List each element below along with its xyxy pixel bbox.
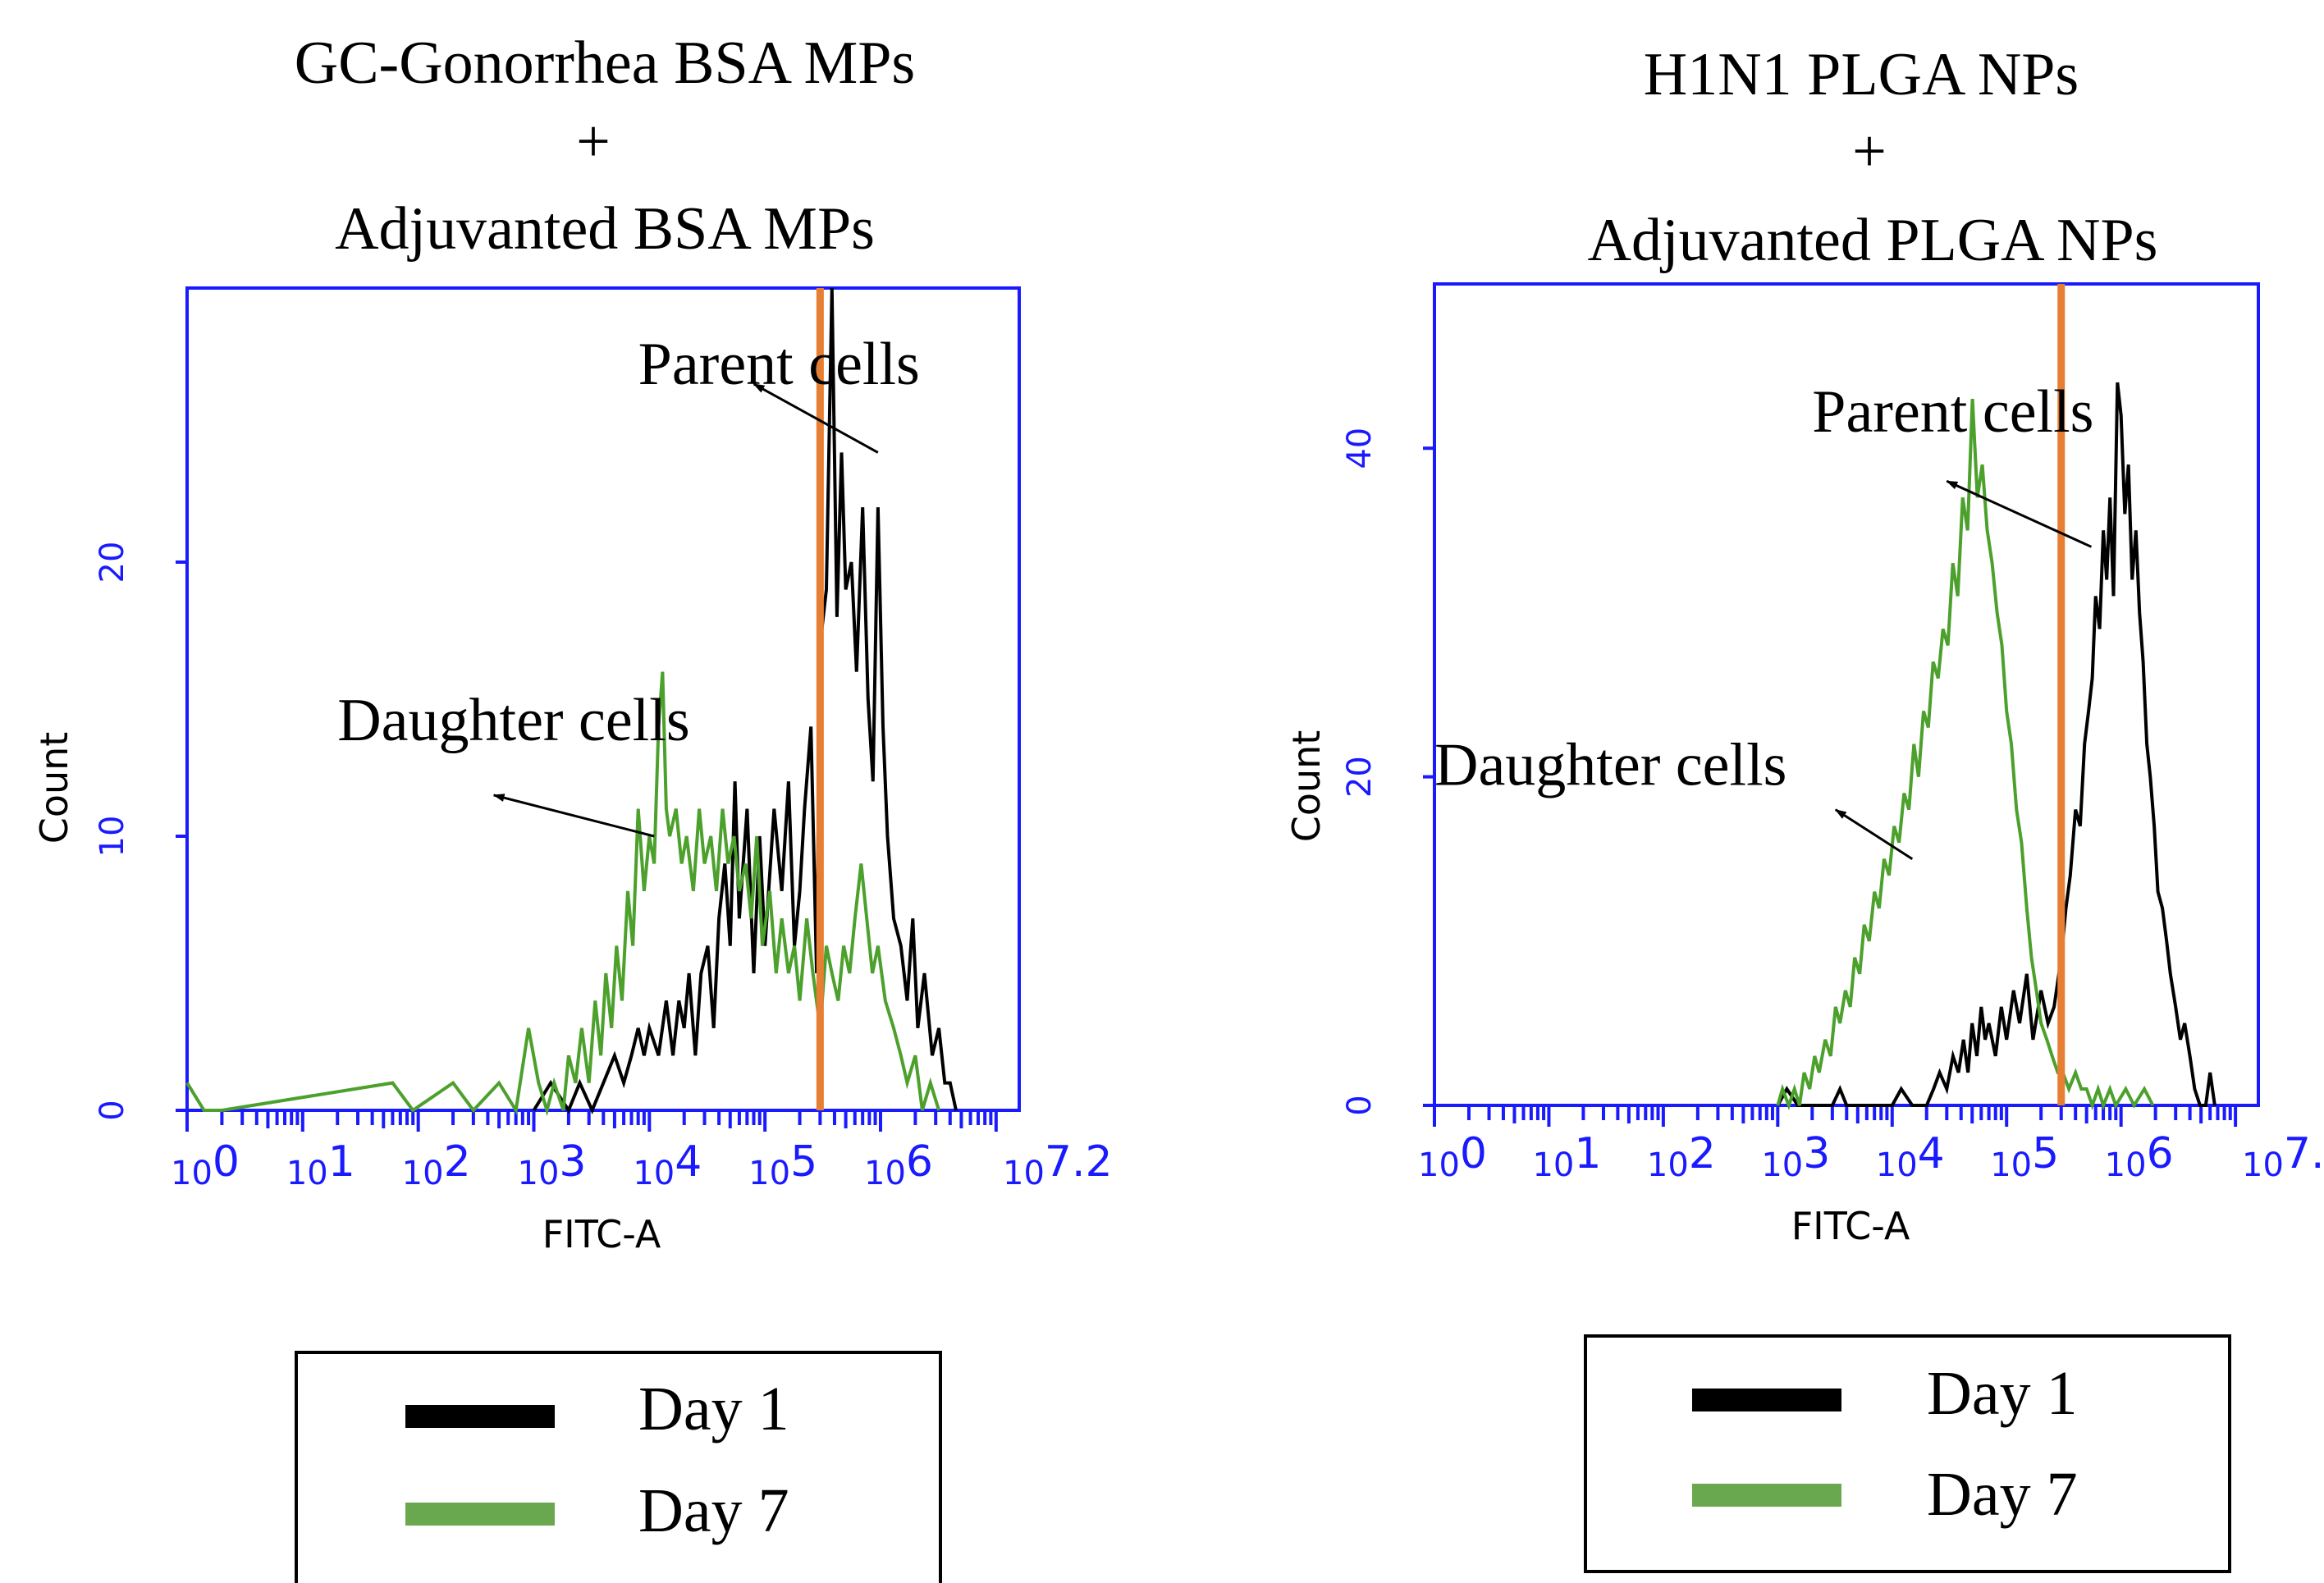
x-tick-label: 106	[2105, 1129, 2174, 1184]
x-tick-label: 107.2	[1003, 1137, 1113, 1192]
x-tick-label: 101	[286, 1137, 355, 1192]
y-tick-label: 40	[1341, 428, 1379, 469]
annotations: Parent cells Daughter cells	[1434, 378, 2093, 860]
x-ticks: 100 101 102 103 104 105 106 107.2	[171, 1110, 1113, 1192]
x-tick-label: 105	[748, 1137, 817, 1192]
annotation-label: Daughter cells	[337, 687, 689, 754]
legend-label: Day 1	[638, 1375, 789, 1443]
x-tick-label: 105	[1990, 1129, 2059, 1184]
y-ticks: 0 10 20	[94, 542, 187, 1121]
panel-right: H1N1 PLGA NPs + Adjuvanted PLGA NPs Coun…	[1284, 41, 2324, 1573]
series-line-day-1	[1776, 382, 2216, 1107]
x-tick-label: 103	[1761, 1129, 1830, 1184]
title-line: +	[1852, 118, 1887, 185]
x-axis-label: FITC-A	[1791, 1204, 1910, 1248]
series-line-day-7	[1776, 399, 2155, 1111]
annotation-label: Parent cells	[1812, 378, 2093, 446]
y-axis-label: Count	[32, 732, 76, 844]
legend-label: Day 1	[1927, 1359, 2078, 1428]
y-tick-label: 20	[94, 542, 131, 583]
legend-box	[295, 1351, 942, 1583]
x-tick-label: 104	[1876, 1129, 1945, 1184]
x-tick-label: 107.2	[2242, 1129, 2324, 1184]
legend-label: Day 7	[638, 1476, 789, 1545]
legend: Day 1 Day 7	[295, 1351, 942, 1583]
y-tick-label: 10	[94, 816, 131, 858]
y-tick-label: 0	[1341, 1095, 1379, 1115]
x-ticks: 100 101 102 103 104 105 106 107.2	[1418, 1105, 2324, 1184]
series-line-day-7	[185, 671, 941, 1117]
x-tick-label: 102	[1647, 1129, 1716, 1184]
x-tick-label: 104	[633, 1137, 702, 1192]
y-tick-label: 20	[1341, 756, 1379, 798]
x-tick-label: 101	[1532, 1129, 1601, 1184]
legend-box	[1584, 1334, 2231, 1573]
title-line: H1N1 PLGA NPs	[1644, 41, 2079, 108]
x-tick-label: 103	[518, 1137, 587, 1192]
x-tick-label: 100	[171, 1137, 240, 1192]
series-layer	[1776, 382, 2216, 1111]
legend: Day 1 Day 7	[1584, 1334, 2231, 1573]
title-line: GC-Gonorrhea BSA MPs	[295, 30, 915, 97]
legend-label: Day 7	[1927, 1460, 2078, 1529]
x-axis-label: FITC-A	[542, 1212, 661, 1256]
x-tick-label: 100	[1418, 1129, 1487, 1184]
title-line: +	[576, 108, 611, 176]
title-line: Adjuvanted BSA MPs	[335, 195, 875, 263]
annotation-label: Parent cells	[638, 331, 920, 398]
y-tick-label: 0	[94, 1100, 131, 1120]
x-tick-label: 102	[402, 1137, 471, 1192]
annotation-label: Daughter cells	[1434, 732, 1786, 799]
title-line: Adjuvanted PLGA NPs	[1588, 207, 2158, 274]
annotation-arrow	[1946, 479, 2093, 548]
annotations: Parent cells Daughter cells	[337, 331, 920, 838]
annotation-arrow	[1834, 808, 1914, 860]
x-tick-label: 106	[864, 1137, 933, 1192]
y-axis-label: Count	[1284, 730, 1329, 843]
series-line-day-1	[532, 287, 958, 1115]
y-ticks: 0 20 40	[1341, 428, 1434, 1116]
panel-left: GC-Gonorrhea BSA MPs + Adjuvanted BSA MP…	[32, 30, 1113, 1583]
series-layer	[185, 287, 958, 1117]
annotation-arrow	[492, 794, 655, 838]
annotation-arrow	[753, 382, 879, 454]
